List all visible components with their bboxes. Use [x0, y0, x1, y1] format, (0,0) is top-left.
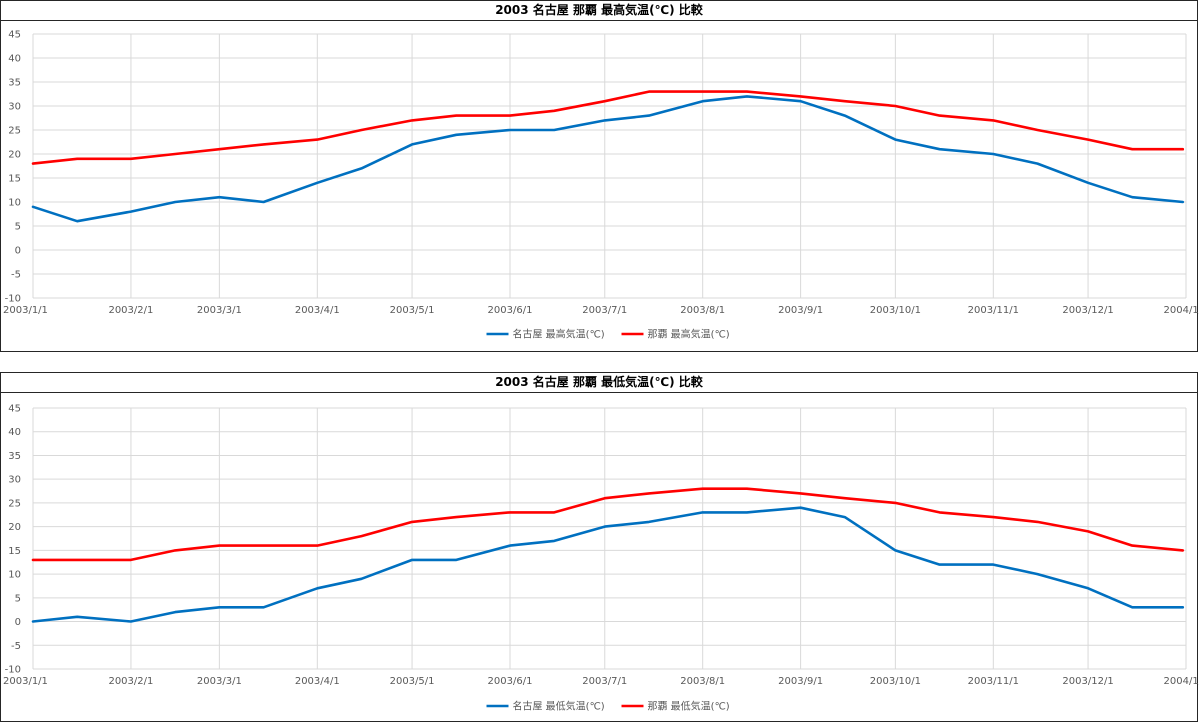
y-tick-label: 15 — [8, 174, 21, 185]
max-temp-chart: -10 -5 0 5 10 15 20 25 30 35 40 45 2003/1/1 2003/2/1 2… — [3, 30, 1199, 341]
y-tick-label: 35 — [8, 451, 21, 462]
legend-label: 那覇 最高気温(℃) — [648, 328, 730, 341]
x-tick-label: 2003/1/1 — [3, 676, 48, 687]
y-tick-label: 10 — [8, 198, 21, 209]
x-tick-label: 2003/8/1 — [680, 676, 725, 687]
y-tick-label: 25 — [8, 498, 21, 509]
y-tick-label: 30 — [8, 102, 21, 113]
y-tick-label: 25 — [8, 126, 21, 137]
x-tick-label: 2003/10/1 — [870, 305, 921, 316]
y-tick-label: -5 — [11, 641, 21, 652]
y-tick-label: 0 — [15, 246, 21, 257]
series-line-0 — [31, 506, 1185, 623]
x-tick-label: 2003/12/1 — [1062, 676, 1113, 687]
y-tick-label: 20 — [8, 150, 21, 161]
x-tick-label: 2004/1/1 — [1164, 676, 1199, 687]
legend-label: 那覇 最低気温(℃) — [648, 700, 730, 713]
y-tick-label: 45 — [8, 30, 21, 41]
y-tick-label: 20 — [8, 522, 21, 533]
max-temp-chart-panel: 2003 名古屋 那覇 最高気温(℃) 比較 -10 -5 0 5 10 15 20 25 30… — [0, 0, 1199, 352]
y-tick-label: 0 — [15, 617, 21, 628]
x-tick-label: 2003/7/1 — [582, 305, 627, 316]
y-tick-label: 40 — [8, 54, 21, 65]
x-tick-label: 2003/2/1 — [108, 305, 153, 316]
min-temp-chart: -10 -5 0 5 10 15 20 25 30 35 40 45 2003/1/1 2003/2/1 2… — [3, 404, 1199, 713]
x-tick-label: 2003/11/1 — [968, 305, 1019, 316]
legend-label: 名古屋 最低気温(℃) — [513, 700, 605, 713]
x-tick-label: 2003/9/1 — [778, 305, 823, 316]
y-tick-label: 5 — [15, 222, 21, 233]
x-tick-label: 2004/1/1 — [1164, 305, 1199, 316]
chart-title: 2003 名古屋 那覇 最低気温(℃) 比較 — [1, 373, 1197, 393]
x-tick-label: 2003/6/1 — [488, 305, 533, 316]
x-tick-label: 2003/5/1 — [390, 305, 435, 316]
y-tick-label: 30 — [8, 475, 21, 486]
x-tick-label: 2003/11/1 — [968, 676, 1019, 687]
x-tick-label: 2003/12/1 — [1062, 305, 1113, 316]
y-tick-label: 5 — [15, 593, 21, 604]
x-tick-label: 2003/7/1 — [582, 676, 627, 687]
y-tick-label: -5 — [11, 270, 21, 281]
x-tick-label: 2003/2/1 — [108, 676, 153, 687]
x-tick-label: 2003/4/1 — [295, 305, 340, 316]
y-tick-label: 10 — [8, 570, 21, 581]
x-tick-label: 2003/8/1 — [680, 305, 725, 316]
x-tick-label: 2003/1/1 — [3, 305, 48, 316]
series-line-1 — [31, 90, 1185, 165]
y-tick-label: -10 — [5, 665, 21, 676]
min-temp-chart-panel: 2003 名古屋 那覇 最低気温(℃) 比較 -10 -5 0 5 10 15 20 25 30… — [0, 372, 1199, 722]
chart-title: 2003 名古屋 那覇 最高気温(℃) 比較 — [1, 1, 1197, 21]
legend-label: 名古屋 最高気温(℃) — [513, 328, 605, 341]
x-tick-label: 2003/6/1 — [488, 676, 533, 687]
y-tick-label: 15 — [8, 546, 21, 557]
y-tick-label: 35 — [8, 78, 21, 89]
series-line-1 — [31, 487, 1185, 562]
x-tick-label: 2003/4/1 — [295, 676, 340, 687]
x-tick-label: 2003/10/1 — [870, 676, 921, 687]
x-tick-label: 2003/3/1 — [197, 305, 242, 316]
x-tick-label: 2003/9/1 — [778, 676, 823, 687]
y-tick-label: -10 — [5, 294, 21, 305]
x-tick-label: 2003/5/1 — [390, 676, 435, 687]
y-tick-label: 45 — [8, 404, 21, 415]
series-line-0 — [31, 95, 1185, 223]
y-tick-label: 40 — [8, 427, 21, 438]
x-tick-label: 2003/3/1 — [197, 676, 242, 687]
